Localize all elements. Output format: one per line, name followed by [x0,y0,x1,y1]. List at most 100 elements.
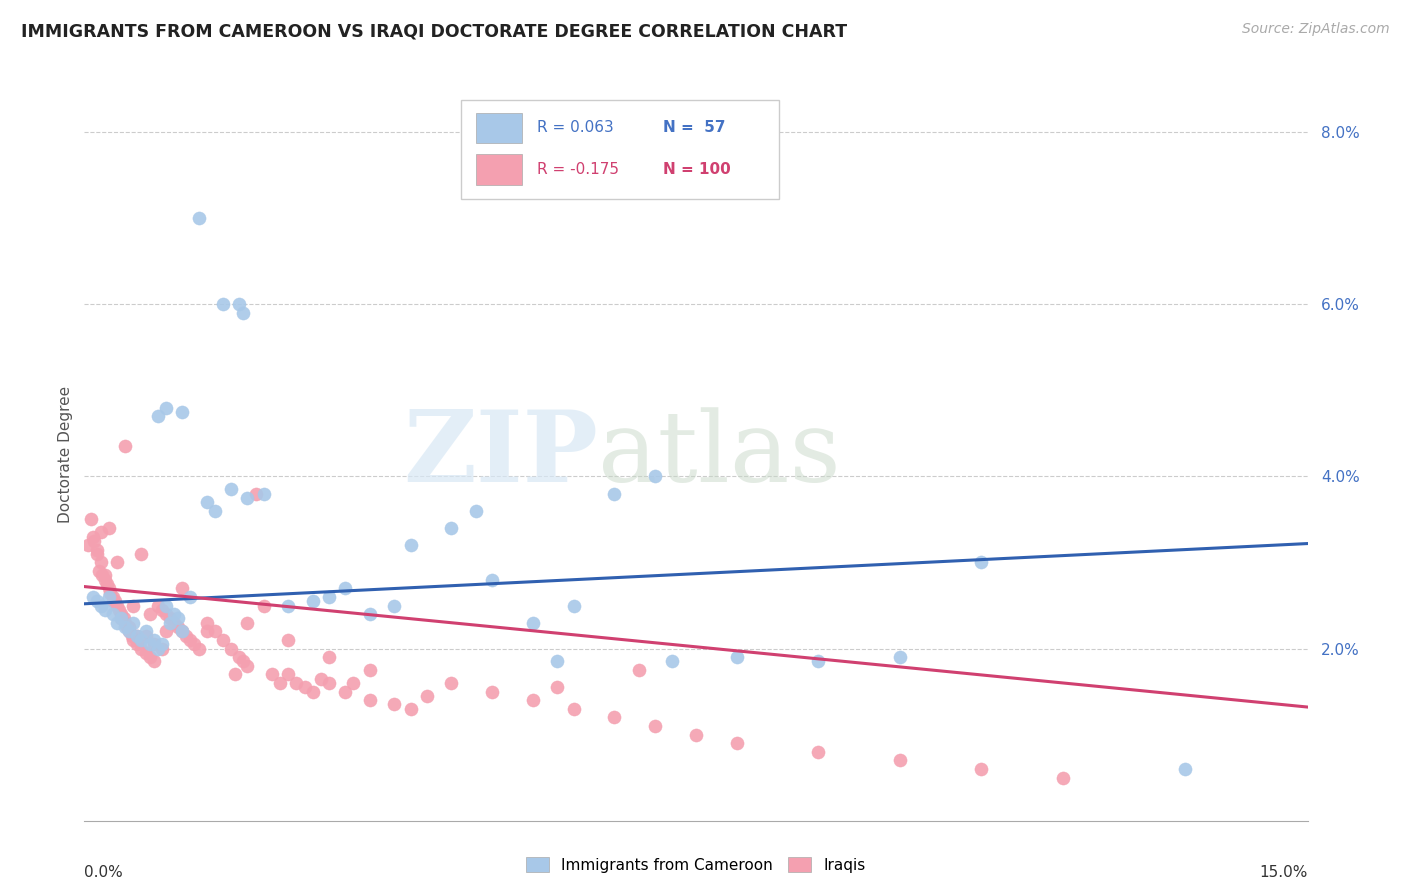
Point [644,469,666,483]
Point [245,486,267,500]
Point [807,655,830,669]
Point [224,667,246,681]
Point [204,624,226,639]
Point [155,401,177,415]
Point [118,620,141,634]
Point [131,547,153,561]
Point [114,620,136,634]
Point [889,753,911,767]
Point [80,512,103,526]
Point [285,676,308,690]
Point [725,650,748,665]
Point [97,582,120,596]
Point [122,632,145,647]
Text: atlas: atlas [598,407,841,503]
Point [294,680,316,694]
Text: 0.0%: 0.0% [84,864,124,880]
Point [603,486,626,500]
Text: ZIP: ZIP [404,407,598,503]
Point [661,655,683,669]
Point [110,611,132,625]
Point [195,624,218,639]
Point [159,611,181,625]
Point [118,624,141,639]
Point [236,658,259,673]
Point [172,582,194,596]
Point [359,607,381,621]
Point [603,710,626,724]
Point [382,599,405,613]
Point [138,607,160,621]
Point [86,547,108,561]
Point [110,607,132,621]
Text: N = 100: N = 100 [664,162,731,178]
Point [562,702,585,716]
Point [105,556,128,570]
Point [253,486,276,500]
Point [172,624,194,639]
Point [195,495,218,509]
Point [90,525,112,540]
Text: R = 0.063: R = 0.063 [537,120,613,136]
Point [114,615,136,630]
Point [204,504,226,518]
Point [135,646,157,660]
Point [269,676,291,690]
Point [101,590,124,604]
Point [96,577,118,591]
Point [1174,762,1197,776]
Point [115,620,138,634]
Point [82,530,104,544]
Point [135,624,157,639]
Point [359,693,381,707]
Point [644,719,666,733]
Point [90,556,112,570]
Point [127,629,149,643]
Point [142,655,165,669]
Point [142,632,165,647]
Point [228,297,250,311]
Point [236,615,259,630]
Text: IMMIGRANTS FROM CAMEROON VS IRAQI DOCTORATE DEGREE CORRELATION CHART: IMMIGRANTS FROM CAMEROON VS IRAQI DOCTOR… [21,22,848,40]
Point [399,702,422,716]
Point [150,637,173,651]
Point [399,538,422,552]
Point [77,538,100,552]
Point [260,667,283,681]
Point [87,564,110,578]
Point [1052,771,1074,785]
Bar [475,112,522,144]
Point [127,637,149,651]
Point [359,663,381,677]
Point [440,521,463,535]
Point [562,599,585,613]
Point [382,698,405,712]
Point [318,650,340,665]
Point [97,590,120,604]
Point [122,599,145,613]
Point [163,615,186,630]
Point [127,629,149,643]
Point [146,409,169,424]
Legend: Immigrants from Cameroon, Iraqis: Immigrants from Cameroon, Iraqis [520,851,872,879]
Point [183,637,205,651]
Point [481,573,503,587]
Point [627,663,650,677]
Point [172,624,194,639]
Point [889,650,911,665]
Point [301,684,323,698]
Point [807,745,830,759]
Point [187,211,209,226]
Point [142,637,165,651]
Point [138,650,160,665]
Point [172,405,194,419]
Point [93,568,115,582]
Point [253,599,276,613]
Point [86,594,108,608]
Point [236,491,259,505]
Point [146,599,169,613]
Point [318,676,340,690]
Point [83,533,105,548]
Point [155,624,177,639]
Point [219,641,242,656]
